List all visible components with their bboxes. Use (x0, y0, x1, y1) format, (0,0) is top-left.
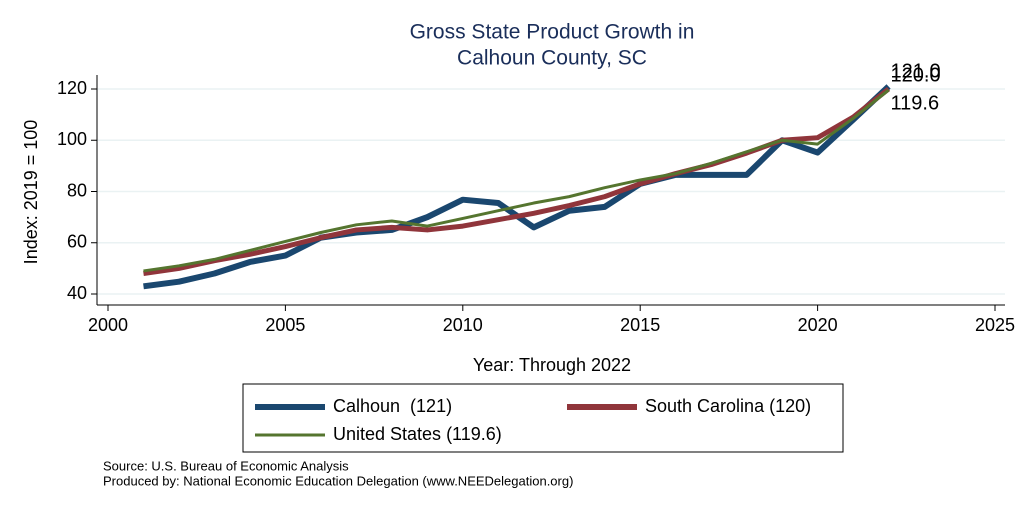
chart-title: Gross State Product Growth in (410, 21, 695, 44)
end-label: 119.6 (891, 92, 940, 114)
x-tick-label: 2010 (443, 315, 483, 335)
y-tick-label: 100 (57, 129, 87, 149)
x-tick-label: 2005 (265, 315, 305, 335)
source-note: Produced by: National Economic Education… (103, 473, 573, 488)
chart-title: Calhoun County, SC (457, 47, 647, 70)
legend-label: South Carolina (120) (645, 396, 811, 416)
x-tick-label: 2000 (88, 315, 128, 335)
x-tick-label: 2015 (620, 315, 660, 335)
source-note: Source: U.S. Bureau of Economic Analysis (103, 458, 349, 473)
legend-label: Calhoun (121) (333, 396, 452, 416)
y-tick-label: 60 (67, 232, 87, 252)
x-tick-label: 2020 (798, 315, 838, 335)
legend-box (242, 383, 844, 453)
end-label: 120.0 (891, 64, 941, 86)
y-tick-label: 40 (67, 283, 87, 303)
legend-label: United States (119.6) (333, 424, 502, 444)
series-line (143, 88, 890, 273)
y-tick-label: 120 (57, 78, 87, 98)
x-tick-label: 2025 (975, 315, 1015, 335)
y-tick-label: 80 (67, 180, 87, 200)
y-axis-label: Index: 2019 = 100 (21, 120, 41, 265)
end-label: 121.0 (891, 61, 941, 83)
x-axis-label: Year: Through 2022 (473, 355, 631, 375)
